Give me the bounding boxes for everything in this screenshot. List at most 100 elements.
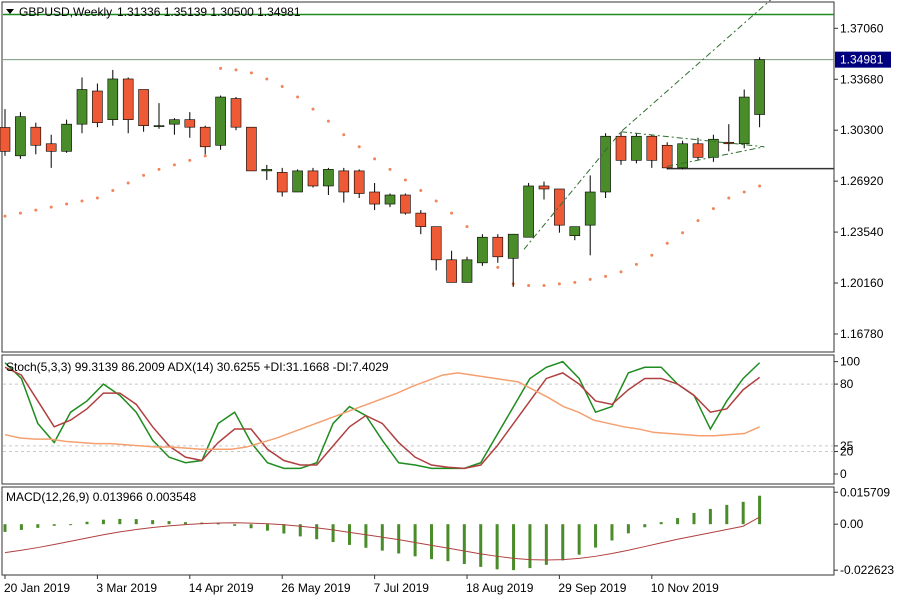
- candle-body: [61, 123, 72, 152]
- candle-body: [661, 144, 673, 169]
- stoch-axis-label: 0: [840, 467, 847, 481]
- parabolic-sar-dot: [126, 181, 130, 185]
- candle-body: [538, 185, 550, 190]
- parabolic-sar-dot: [373, 157, 377, 161]
- time-axis: 20 Jan 2019 3 Mar 2019 14 Apr 2019 26 May 2…: [4, 575, 719, 595]
- macd-histogram-bar: [561, 524, 565, 561]
- time-axis-label: 26 May 2019: [281, 581, 351, 595]
- time-axis-label: 20 Jan 2019: [4, 581, 70, 595]
- candle-body: [215, 96, 226, 146]
- candle-body: [0, 127, 11, 152]
- macd-label: MACD(12,26,9) 0.013966 0.003548: [6, 490, 196, 504]
- candle-body: [615, 135, 627, 161]
- time-axis-label: 3 Mar 2019: [96, 581, 157, 595]
- macd-histogram-bar: [462, 524, 466, 565]
- macd-histogram-bar: [577, 524, 581, 555]
- macd-histogram-bar: [741, 501, 745, 525]
- parabolic-sar-dot: [3, 214, 7, 218]
- macd-histogram-bar: [528, 524, 532, 569]
- macd-histogram-bar: [479, 524, 483, 567]
- candle-body: [631, 135, 642, 161]
- candle-body: [477, 236, 488, 264]
- price-axis-label: 1.16780: [840, 327, 884, 341]
- macd-histogram-bar: [676, 518, 680, 525]
- candle-body: [199, 126, 211, 148]
- parabolic-sar-dot: [388, 167, 392, 171]
- candle-body: [15, 116, 26, 157]
- time-axis-label: 10 Nov 2019: [651, 581, 719, 595]
- macd-histogram-bar: [167, 521, 171, 525]
- parabolic-sar-dot: [249, 71, 253, 75]
- time-axis-label: 14 Apr 2019: [189, 581, 254, 595]
- price-axis-label: 1.26920: [840, 174, 884, 188]
- parabolic-sar-dot: [95, 196, 99, 200]
- price-axis-label: 1.33680: [840, 72, 884, 86]
- time-axis-label: 29 Sep 2019: [558, 581, 626, 595]
- candle-body: [446, 259, 457, 283]
- stoch-signal-line: [4, 366, 761, 470]
- macd-histogram-bar: [216, 523, 220, 525]
- candle-body: [677, 143, 688, 169]
- macd-histogram-bar: [594, 524, 598, 548]
- parabolic-sar-dot: [326, 119, 330, 123]
- parabolic-sar-dot: [80, 199, 84, 203]
- parabolic-sar-dot: [619, 270, 623, 274]
- macd-histogram-bar: [118, 518, 122, 525]
- trendline: [620, 131, 765, 148]
- candle-body: [261, 169, 273, 172]
- stoch-main-line: [4, 360, 761, 470]
- macd-histogram-bar: [282, 524, 286, 534]
- candle-body: [30, 126, 42, 146]
- macd-histogram-bar: [413, 524, 417, 557]
- candle-body: [461, 259, 473, 283]
- parabolic-sar-dot: [265, 77, 269, 81]
- macd-histogram-bar: [36, 524, 40, 528]
- parabolic-sar-dot: [665, 241, 669, 245]
- price-axis-label: 1.23540: [840, 225, 884, 239]
- parabolic-sar-dot: [172, 163, 176, 167]
- stoch-panel-frame: [1, 354, 835, 485]
- candle-body: [122, 78, 134, 120]
- trendline: [667, 146, 765, 167]
- candle-body: [400, 194, 411, 214]
- parabolic-sar-dot: [203, 154, 207, 158]
- candle-body: [230, 98, 242, 128]
- parabolic-sar-dot: [527, 283, 531, 287]
- parabolic-sar-dot: [65, 202, 69, 206]
- ohlc-label: 1.31336 1.35139 1.30500 1.34981: [117, 5, 301, 19]
- candle-body: [353, 170, 365, 194]
- parabolic-sar-dot: [696, 219, 700, 223]
- parabolic-sar-dot: [450, 211, 454, 215]
- parabolic-sar-dot: [542, 283, 546, 287]
- macd-histogram-bar: [659, 522, 663, 525]
- macd-histogram-bar: [610, 524, 614, 541]
- candle-body: [45, 143, 57, 152]
- macd-panel: 0.015709 0.00 -0.022623: [3, 485, 894, 577]
- macd-panel-frame: [1, 486, 835, 576]
- parabolic-sar-dot: [49, 205, 53, 209]
- macd-histogram-bar: [626, 524, 630, 534]
- macd-histogram-bar: [725, 504, 729, 525]
- stoch-adx-label: Stoch(5,3,3) 99.3139 86.2009 ADX(14) 30.…: [6, 360, 389, 374]
- current-price-tag: [835, 51, 891, 68]
- candle-body: [338, 170, 350, 193]
- macd-histogram-bar: [397, 524, 401, 554]
- candle-body: [138, 89, 149, 126]
- candle-body: [153, 125, 165, 127]
- parabolic-sar-dot: [496, 265, 500, 269]
- parabolic-sar-dot: [727, 196, 731, 200]
- candle-body: [507, 233, 519, 259]
- parabolic-sar-dot: [588, 277, 592, 281]
- candle-body: [384, 194, 396, 205]
- parabolic-sar-dot: [342, 133, 346, 137]
- stoch-axis-label: 20: [840, 445, 854, 459]
- symbol-menu-triangle-icon[interactable]: [6, 9, 14, 14]
- price-axis-label: 1.30300: [840, 123, 884, 137]
- macd-histogram-bar: [315, 524, 319, 540]
- parabolic-sar-dot: [157, 167, 161, 171]
- macd-histogram-bar: [233, 524, 237, 526]
- parabolic-sar-dot: [296, 95, 300, 99]
- candle-body: [692, 143, 704, 158]
- macd-histogram-bar: [298, 524, 302, 537]
